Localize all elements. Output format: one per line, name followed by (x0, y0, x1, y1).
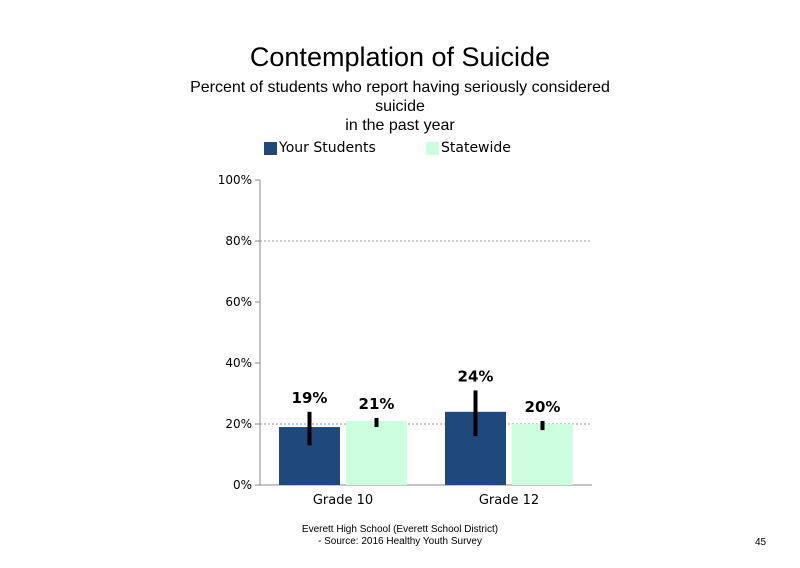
y-tick-label: 0% (233, 478, 252, 492)
y-tick-label: 100% (218, 173, 252, 187)
legend-item-your-students: Your Students (264, 140, 376, 156)
chart-subtitle: Percent of students who report having se… (170, 78, 630, 135)
x-tick-label: Grade 12 (479, 493, 539, 508)
legend-swatch-statewide (426, 141, 439, 155)
bar-statewide-grade-10 (346, 420, 407, 485)
footer-source: Everett High School (Everett School Dist… (250, 524, 550, 548)
subtitle-line-3: in the past year (345, 117, 455, 134)
legend-label-statewide: Statewide (441, 140, 511, 156)
y-tick-label: 60% (225, 295, 252, 309)
x-tick-label: Grade 10 (313, 493, 373, 508)
data-label: 19% (292, 389, 328, 407)
data-label: 21% (359, 395, 395, 413)
bar-statewide-grade-12 (512, 424, 573, 485)
chart-title: Contemplation of Suicide (249, 42, 551, 72)
legend-swatch-your-students (264, 141, 277, 155)
y-tick-label: 20% (225, 417, 252, 431)
subtitle-line-1: Percent of students who report having se… (190, 79, 610, 96)
data-label: 20% (525, 398, 561, 416)
legend-label-your-students: Your Students (279, 140, 376, 156)
footer-line-1: Everett High School (Everett School Dist… (301, 524, 499, 535)
data-label: 24% (458, 367, 494, 385)
y-tick-label: 40% (225, 356, 252, 370)
y-tick-label: 80% (225, 234, 252, 248)
footer-line-2: - Source: 2016 Healthy Youth Survey (318, 536, 482, 547)
page-number: 45 (755, 537, 767, 548)
subtitle-line-2: suicide (375, 98, 425, 115)
legend-item-statewide: Statewide (426, 140, 511, 156)
